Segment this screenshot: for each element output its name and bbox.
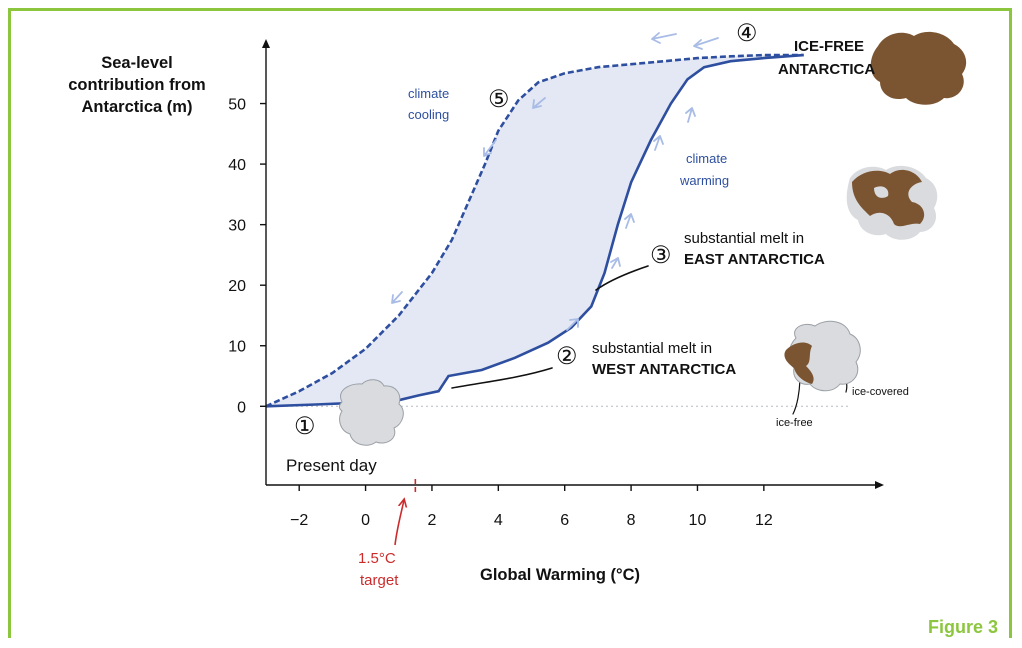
antarctica-ice-free-icon [870,31,967,105]
east-melt-line1: substantial melt in [684,230,804,247]
num-5: ⑤ [488,86,510,113]
flow-arrow [651,32,677,44]
num-4: ④ [736,20,758,47]
flow-arrow [685,107,696,123]
x-tick-label: 8 [627,512,636,529]
flow-arrow [391,291,403,304]
flow-arrow [566,318,579,331]
x-tick-label: 6 [560,512,569,529]
x-tick-label: 12 [755,512,773,529]
ice-covered-label: ice-covered [852,386,909,398]
flow-arrow [483,139,497,157]
axis-ticks: 0 10 20 30 40 50 −2 0 2 4 6 8 10 12 [228,97,773,529]
target-arrow [394,500,404,546]
y-tick-label: 40 [228,157,246,174]
cooling-line2: cooling [408,107,449,122]
y-tick-label: 20 [228,278,246,295]
flow-arrow [610,257,621,269]
figure-number: Figure 3 [927,617,998,637]
hysteresis-area [266,55,804,407]
x-tick-label: 10 [689,512,707,529]
annotations: ① Present day ② substantial melt in WEST… [286,20,909,589]
y-tick-label: 10 [228,339,246,356]
x-axis-label: Global Warming (°C) [480,566,640,584]
flow-arrow [693,37,719,50]
warming-curve [265,53,804,408]
flow-arrow [653,135,664,151]
antarctica-west-melt-icon [784,320,861,392]
y-axis-label: Sea-level contribution from Antarctica (… [68,54,206,116]
ice-free-line2: ANTARCTICA [778,61,875,78]
west-melt-line1: substantial melt in [592,340,712,357]
pointer-east [595,265,649,291]
x-tick-label: 0 [361,512,370,529]
east-melt-line2: EAST ANTARCTICA [684,251,825,268]
antarctica-east-melt-icon [846,165,938,240]
flow-arrow [532,97,546,109]
x-tick-label: 2 [427,512,436,529]
ice-free-label: ice-free [776,417,813,429]
y-tick-label: 30 [228,218,246,235]
flow-arrows [391,32,719,331]
west-melt-line2: WEST ANTARCTICA [592,361,736,378]
cooling-curve [265,53,804,408]
target-line1: 1.5°C [358,550,396,567]
figure-frame [8,8,1012,638]
warming-line1: climate [686,151,727,166]
ice-free-line1: ICE-FREE [794,38,864,55]
flow-arrow [624,213,635,229]
antarctica-present-icon [338,379,404,446]
target-line2: target [360,572,399,589]
x-tick-label: −2 [290,512,308,529]
cooling-line1: climate [408,86,449,101]
x-tick-label: 4 [494,512,503,529]
present-day-label: Present day [286,456,377,475]
num-2: ② [556,343,578,370]
num-1: ① [294,413,316,440]
pointer-west [451,367,553,389]
warming-line2: warming [679,173,729,188]
y-tick-label: 0 [237,399,246,416]
y-tick-label: 50 [228,97,246,114]
num-3: ③ [650,242,672,269]
